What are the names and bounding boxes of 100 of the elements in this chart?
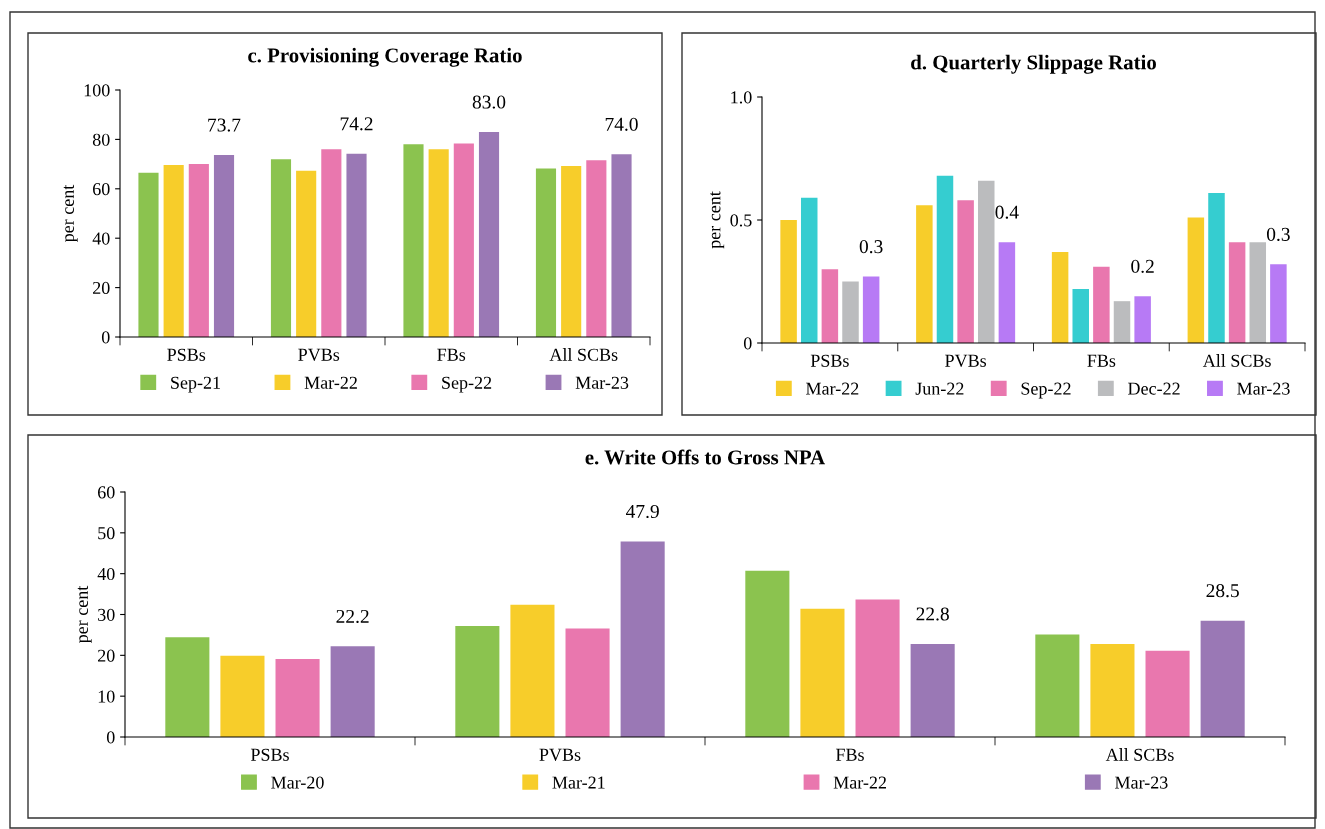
bar bbox=[403, 144, 424, 337]
bar bbox=[330, 646, 375, 737]
y-tick-label: 0.5 bbox=[730, 214, 752, 227]
bar bbox=[510, 604, 555, 737]
x-tick-label: PSBs bbox=[810, 354, 849, 367]
data-label: 22.8 bbox=[916, 607, 949, 621]
bar bbox=[800, 608, 845, 737]
bar bbox=[165, 637, 210, 737]
x-tick-label: PVBs bbox=[298, 348, 340, 361]
y-tick-label: 60 bbox=[98, 486, 115, 499]
y-tick-label: 40 bbox=[97, 567, 115, 581]
bar bbox=[1051, 251, 1069, 343]
data-label: 0.3 bbox=[1266, 227, 1290, 241]
data-label: 74.0 bbox=[605, 117, 638, 131]
bar bbox=[478, 131, 500, 337]
bar bbox=[910, 643, 955, 737]
y-tick-label: 50 bbox=[98, 527, 115, 540]
bar bbox=[611, 154, 632, 337]
legend-label: Mar-23 bbox=[1237, 382, 1290, 395]
y-tick-label: 0 bbox=[106, 731, 115, 744]
legend-label: Mar-22 bbox=[833, 776, 886, 789]
legend-label: Dec-22 bbox=[1128, 382, 1180, 395]
data-label: 22.2 bbox=[336, 609, 369, 624]
data-label: 47.9 bbox=[626, 504, 659, 519]
bar bbox=[1093, 266, 1110, 343]
bar bbox=[455, 625, 500, 737]
bar bbox=[275, 659, 320, 737]
bar bbox=[1200, 620, 1245, 737]
y-axis-title: per cent bbox=[63, 184, 78, 243]
x-tick-label: PSBs bbox=[167, 348, 206, 361]
data-label: 0.2 bbox=[1131, 259, 1154, 273]
bar bbox=[1090, 643, 1135, 737]
bar bbox=[296, 170, 317, 337]
bar bbox=[428, 149, 449, 337]
data-label: 0.4 bbox=[995, 205, 1019, 219]
bar bbox=[780, 220, 797, 343]
y-tick-label: 20 bbox=[93, 281, 110, 295]
legend-label: Mar-23 bbox=[575, 376, 629, 389]
y-tick-label: 20 bbox=[98, 649, 115, 662]
bar bbox=[957, 200, 974, 343]
bar bbox=[998, 242, 1016, 343]
y-tick-label: 1.0 bbox=[731, 91, 752, 104]
bar bbox=[1072, 288, 1089, 343]
y-tick-label: 40 bbox=[92, 232, 110, 245]
legend-label: Mar-22 bbox=[304, 376, 357, 389]
bar bbox=[1228, 242, 1246, 343]
bar bbox=[138, 172, 159, 337]
data-label: 73.7 bbox=[208, 118, 241, 132]
bar bbox=[1035, 634, 1080, 737]
bar bbox=[1145, 650, 1190, 737]
x-tick-label: PVBs bbox=[539, 748, 581, 761]
bar bbox=[1249, 242, 1267, 343]
chart-title: d. Quarterly Slippage Ratio bbox=[911, 54, 1156, 74]
x-tick-label: All SCBs bbox=[549, 348, 618, 361]
bar bbox=[978, 180, 995, 343]
bar bbox=[270, 159, 292, 337]
x-tick-label: PVBs bbox=[945, 354, 987, 367]
y-tick-label: 80 bbox=[92, 133, 110, 146]
legend-label: Mar-20 bbox=[271, 776, 324, 789]
bar bbox=[800, 197, 818, 343]
bar bbox=[535, 168, 557, 337]
y-tick-label: 100 bbox=[84, 84, 110, 97]
legend-label: Mar-23 bbox=[1115, 776, 1168, 789]
y-tick-label: 30 bbox=[98, 608, 115, 621]
legend-label: Mar-22 bbox=[806, 382, 859, 395]
data-label: 28.5 bbox=[1206, 584, 1239, 598]
y-axis-title: per cent bbox=[710, 191, 725, 249]
bar bbox=[188, 164, 209, 337]
chart-title: e. Write Offs to Gross NPA bbox=[585, 449, 826, 465]
bar bbox=[561, 166, 582, 337]
bar bbox=[855, 599, 900, 737]
bar bbox=[1113, 301, 1131, 343]
y-tick-label: 0 bbox=[743, 337, 752, 350]
bar bbox=[842, 281, 859, 343]
data-label: 83.0 bbox=[472, 95, 506, 109]
x-tick-label: PSBs bbox=[250, 748, 289, 761]
legend-label: Mar-21 bbox=[552, 776, 605, 789]
bar bbox=[821, 269, 839, 343]
bar bbox=[565, 628, 610, 737]
bar bbox=[862, 276, 880, 343]
bar bbox=[321, 149, 342, 337]
bar bbox=[1270, 264, 1287, 343]
y-tick-label: 10 bbox=[98, 690, 115, 703]
x-tick-label: FBs bbox=[835, 748, 864, 761]
bar bbox=[453, 143, 474, 337]
bar bbox=[936, 175, 954, 343]
legend-label: Sep-22 bbox=[442, 376, 492, 393]
bar bbox=[163, 165, 184, 337]
bar bbox=[220, 655, 265, 737]
x-tick-label: All SCBs bbox=[1202, 354, 1271, 367]
y-tick-label: 0 bbox=[101, 331, 110, 344]
x-tick-label: FBs bbox=[1087, 354, 1116, 367]
y-tick-label: 60 bbox=[93, 183, 110, 196]
bar bbox=[213, 154, 235, 337]
bar bbox=[916, 205, 933, 343]
y-axis-title: per cent bbox=[77, 585, 92, 644]
data-label: 0.3 bbox=[859, 240, 883, 254]
legend-label: Jun-22 bbox=[915, 382, 964, 395]
bar bbox=[1187, 217, 1205, 343]
bar bbox=[346, 153, 367, 337]
